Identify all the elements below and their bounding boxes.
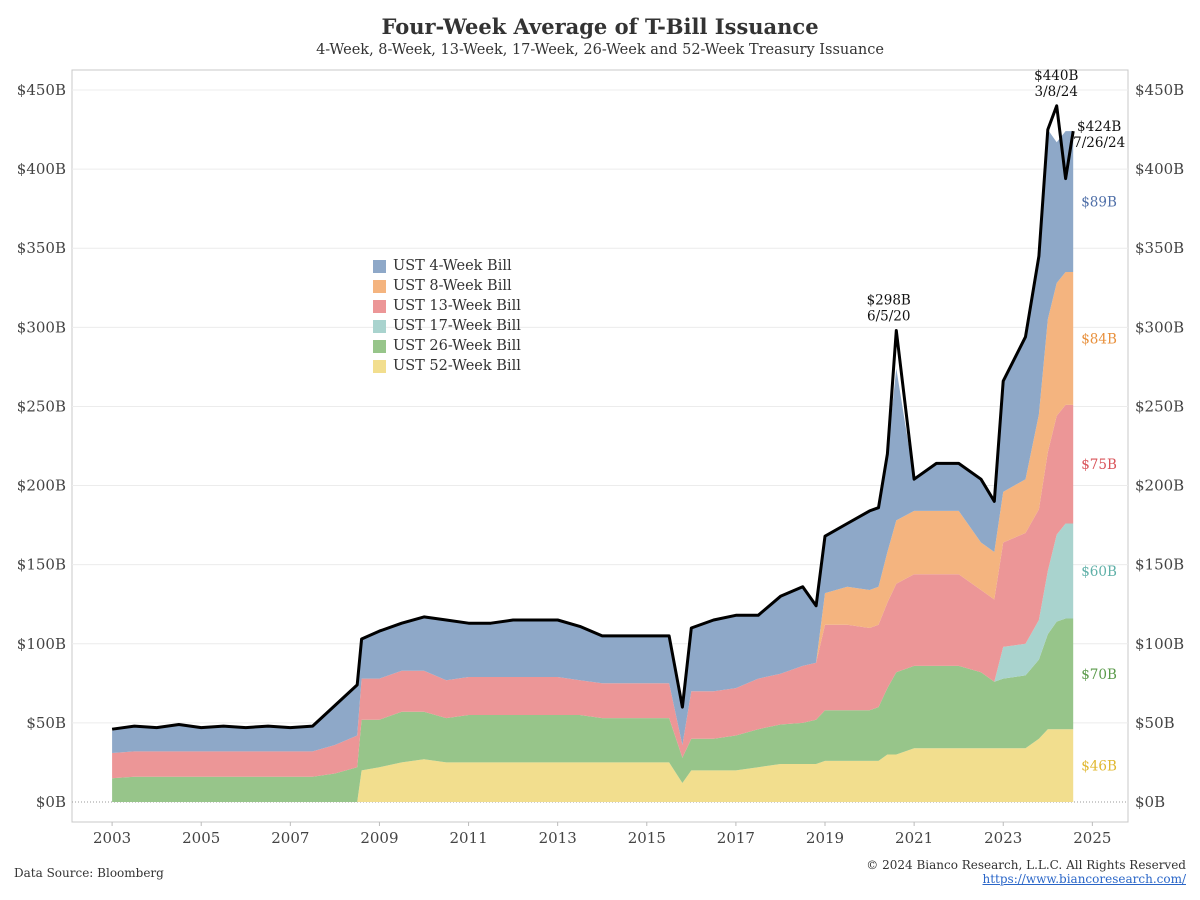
legend-swatch-17w [373,319,386,333]
y-tick-label-right: $450B [1135,81,1184,99]
legend-item-17w: UST 17-Week Bill [373,316,521,336]
end-label: $75B [1081,457,1117,473]
x-tick-label: 2023 [984,829,1022,847]
x-tick-label: 2017 [717,829,755,847]
annotation-value: $440B [1034,68,1078,84]
legend-item-4w: UST 4-Week Bill [373,256,521,276]
chart-legend: UST 4-Week Bill UST 8-Week Bill UST 13-W… [373,256,521,376]
x-tick-label: 2007 [271,829,309,847]
legend-swatch-4w [373,259,386,273]
end-label: $46B [1081,759,1117,775]
y-tick-label-right: $250B [1135,397,1184,415]
y-tick-label-left: $250B [17,397,66,415]
y-tick-label-left: $450B [17,81,66,99]
legend-swatch-26w [373,339,386,353]
plot-frame [71,69,1129,823]
x-tick-label: 2005 [182,829,220,847]
y-tick-label-right: $50B [1135,714,1175,732]
legend-label-4w: UST 4-Week Bill [393,258,512,274]
x-tick-label: 2021 [895,829,933,847]
legend-label-13w: UST 13-Week Bill [393,298,521,314]
end-label: $60B [1081,564,1117,580]
area-52w [112,729,1074,802]
y-tick-label-left: $300B [17,318,66,336]
y-tick-label-right: $100B [1135,635,1184,653]
y-tick-label-left: $350B [17,239,66,257]
y-tick-label-left: $150B [17,556,66,574]
total-line [111,104,1075,731]
legend-label-26w: UST 26-Week Bill [393,338,521,354]
y-tick-label-right: $300B [1135,318,1184,336]
legend-label-17w: UST 17-Week Bill [393,318,521,334]
x-tick-label: 2013 [539,829,577,847]
data-source-note: Data Source: Bloomberg [14,866,164,880]
legend-item-8w: UST 8-Week Bill [373,276,521,296]
y-tick-label-right: $400B [1135,160,1184,178]
y-tick-label-right: $0B [1135,793,1165,811]
end-label: $70B [1081,667,1117,683]
chart-subtitle: 4-Week, 8-Week, 13-Week, 17-Week, 26-Wee… [316,42,884,58]
legend-item-52w: UST 52-Week Bill [373,356,521,376]
x-tick-label: 2019 [806,829,844,847]
end-label: $84B [1081,331,1117,347]
annotation-date: 6/5/20 [867,308,910,324]
chart-title: Four-Week Average of T-Bill Issuance [381,14,819,39]
y-tick-label-left: $200B [17,477,66,495]
y-tick-label-left: $100B [17,635,66,653]
area-13w [112,404,1074,779]
legend-swatch-13w [373,299,386,313]
legend-item-13w: UST 13-Week Bill [373,296,521,316]
annotation-date: 3/8/24 [1035,84,1078,100]
website-link[interactable]: https://www.biancoresearch.com/ [982,872,1186,886]
y-tick-label-right: $150B [1135,556,1184,574]
end-label: $89B [1081,195,1117,211]
y-tick-label-right: $200B [1135,477,1184,495]
copyright-note: © 2024 Bianco Research, L.L.C. All Right… [866,858,1186,872]
legend-swatch-52w [373,359,386,373]
annotation-value: $298B [867,292,911,308]
legend-swatch-8w [373,279,386,293]
x-tick-label: 2025 [1073,829,1111,847]
y-tick-label-left: $0B [36,793,66,811]
y-tick-label-right: $350B [1135,239,1184,257]
y-tick-label-left: $400B [17,160,66,178]
annotation-date: 7/26/24 [1073,135,1125,151]
x-tick-label: 2015 [628,829,666,847]
y-tick-label-left: $50B [26,714,66,732]
legend-item-26w: UST 26-Week Bill [373,336,521,356]
x-tick-label: 2003 [93,829,131,847]
legend-label-52w: UST 52-Week Bill [393,358,521,374]
x-tick-label: 2011 [449,829,487,847]
x-tick-label: 2009 [360,829,398,847]
area-26w [112,618,1074,802]
annotation-value: $424B [1077,119,1121,135]
legend-label-8w: UST 8-Week Bill [393,278,512,294]
